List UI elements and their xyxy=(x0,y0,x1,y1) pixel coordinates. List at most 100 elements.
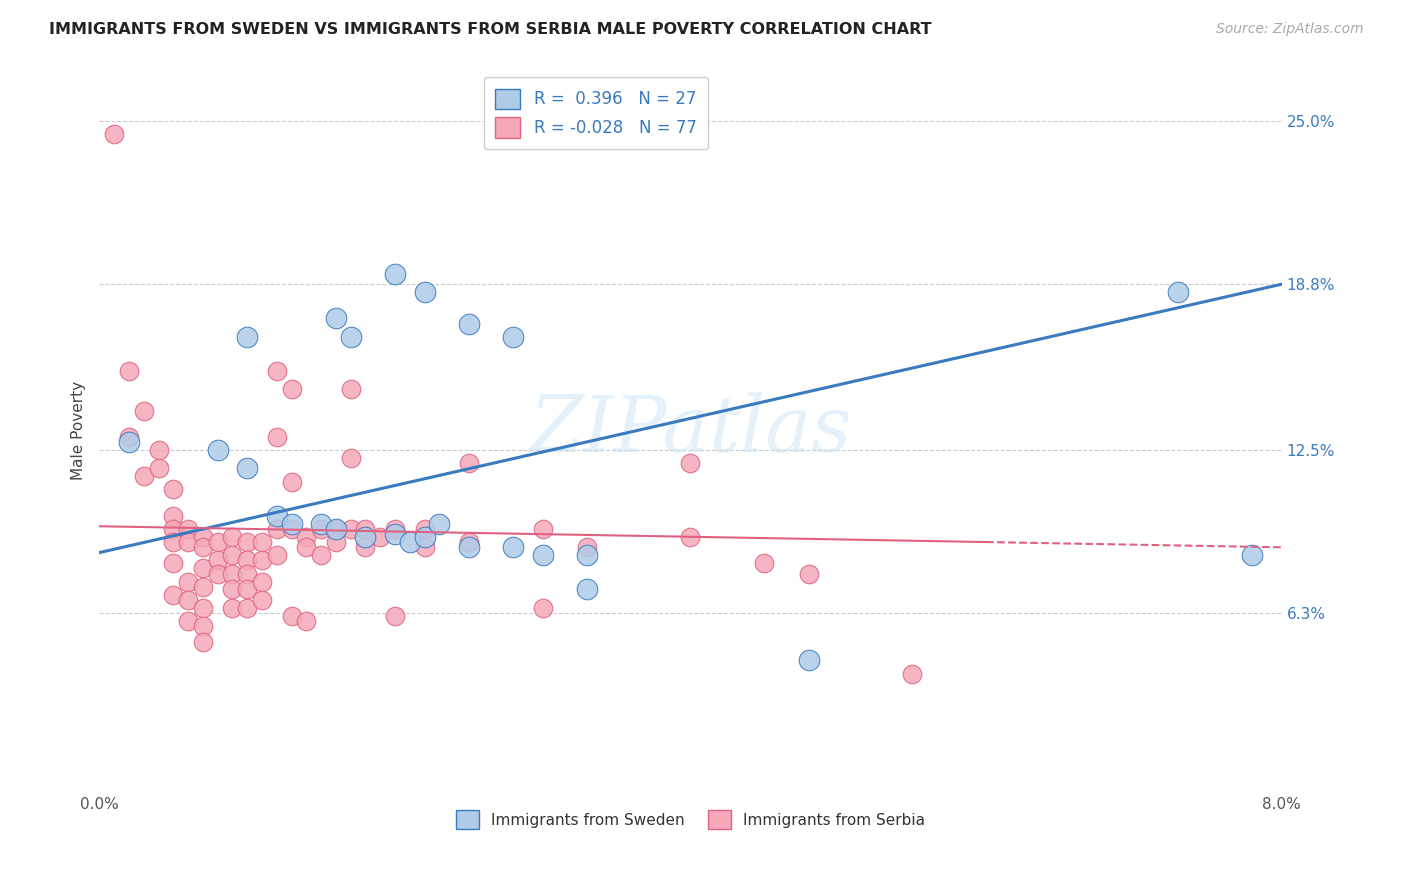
Point xyxy=(576,582,599,597)
Point xyxy=(354,530,377,544)
Point xyxy=(118,430,141,444)
Point xyxy=(236,553,259,567)
Point xyxy=(502,330,524,344)
Point xyxy=(679,530,702,544)
Point xyxy=(177,593,200,607)
Point xyxy=(797,653,820,667)
Point xyxy=(191,600,214,615)
Point xyxy=(162,508,184,523)
Point xyxy=(339,522,361,536)
Point xyxy=(236,582,259,597)
Text: Source: ZipAtlas.com: Source: ZipAtlas.com xyxy=(1216,22,1364,37)
Point xyxy=(339,450,361,465)
Point xyxy=(502,541,524,555)
Point xyxy=(266,430,288,444)
Point xyxy=(103,128,125,142)
Point xyxy=(191,541,214,555)
Point xyxy=(132,403,155,417)
Point xyxy=(191,530,214,544)
Point xyxy=(280,522,302,536)
Point xyxy=(531,600,554,615)
Point xyxy=(413,522,436,536)
Point xyxy=(325,535,347,549)
Point xyxy=(295,530,318,544)
Point xyxy=(457,317,479,331)
Point xyxy=(413,530,436,544)
Point xyxy=(368,530,391,544)
Point xyxy=(754,556,776,570)
Point xyxy=(191,619,214,633)
Point xyxy=(797,566,820,581)
Point xyxy=(280,608,302,623)
Point xyxy=(250,535,273,549)
Point xyxy=(339,383,361,397)
Point xyxy=(250,593,273,607)
Point xyxy=(901,666,924,681)
Point xyxy=(191,561,214,575)
Point xyxy=(221,600,243,615)
Point xyxy=(266,522,288,536)
Point xyxy=(531,522,554,536)
Point xyxy=(295,614,318,628)
Text: ZIPatlas: ZIPatlas xyxy=(529,392,852,468)
Point xyxy=(207,553,229,567)
Point xyxy=(339,330,361,344)
Point xyxy=(1167,285,1189,299)
Point xyxy=(354,522,377,536)
Point xyxy=(207,442,229,457)
Point xyxy=(384,527,406,541)
Point xyxy=(266,548,288,562)
Point xyxy=(457,535,479,549)
Point xyxy=(280,475,302,489)
Point xyxy=(162,535,184,549)
Point xyxy=(148,442,170,457)
Point xyxy=(427,516,450,531)
Point xyxy=(413,541,436,555)
Point xyxy=(576,548,599,562)
Point xyxy=(162,556,184,570)
Point xyxy=(266,364,288,378)
Point xyxy=(236,461,259,475)
Point xyxy=(207,566,229,581)
Point xyxy=(207,535,229,549)
Point xyxy=(236,566,259,581)
Point xyxy=(384,522,406,536)
Point xyxy=(679,456,702,470)
Point xyxy=(384,267,406,281)
Point xyxy=(162,483,184,497)
Point xyxy=(325,311,347,326)
Point xyxy=(457,456,479,470)
Point xyxy=(309,522,332,536)
Y-axis label: Male Poverty: Male Poverty xyxy=(72,381,86,480)
Point xyxy=(118,364,141,378)
Point xyxy=(162,522,184,536)
Point xyxy=(162,588,184,602)
Point xyxy=(398,535,420,549)
Point xyxy=(280,383,302,397)
Point xyxy=(250,574,273,589)
Point xyxy=(148,461,170,475)
Point xyxy=(266,508,288,523)
Point xyxy=(132,469,155,483)
Point xyxy=(236,535,259,549)
Point xyxy=(309,516,332,531)
Point xyxy=(280,516,302,531)
Point xyxy=(1240,548,1263,562)
Point xyxy=(309,548,332,562)
Point xyxy=(191,580,214,594)
Point xyxy=(177,574,200,589)
Point xyxy=(576,541,599,555)
Point xyxy=(354,541,377,555)
Text: IMMIGRANTS FROM SWEDEN VS IMMIGRANTS FROM SERBIA MALE POVERTY CORRELATION CHART: IMMIGRANTS FROM SWEDEN VS IMMIGRANTS FRO… xyxy=(49,22,932,37)
Point xyxy=(177,614,200,628)
Point xyxy=(177,522,200,536)
Point xyxy=(325,522,347,536)
Point xyxy=(325,522,347,536)
Point xyxy=(295,541,318,555)
Point xyxy=(384,608,406,623)
Point xyxy=(236,330,259,344)
Point xyxy=(221,582,243,597)
Point xyxy=(221,548,243,562)
Point xyxy=(250,553,273,567)
Legend: Immigrants from Sweden, Immigrants from Serbia: Immigrants from Sweden, Immigrants from … xyxy=(450,804,931,835)
